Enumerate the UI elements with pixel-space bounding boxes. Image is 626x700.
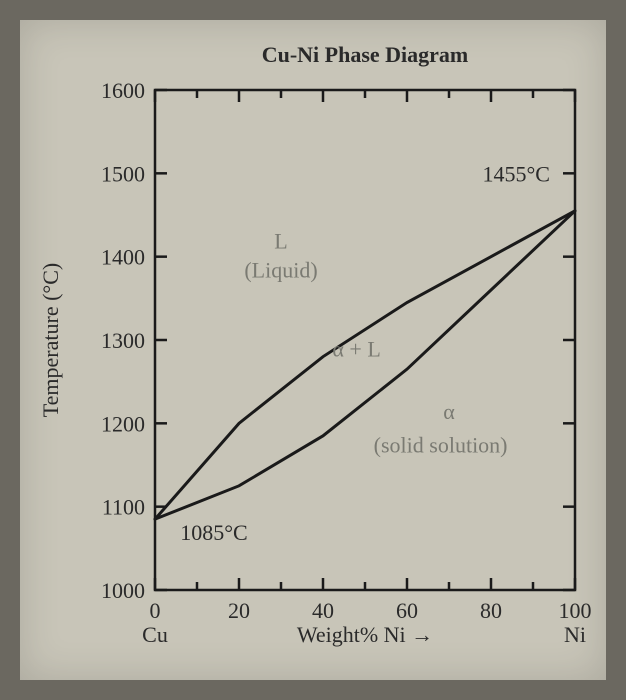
x-corner-right: Ni	[564, 622, 586, 647]
x-tick-label: 60	[396, 598, 418, 623]
chart-svg: Cu-Ni Phase Diagram100011001200130014001…	[30, 30, 596, 670]
y-tick-label: 1000	[101, 578, 145, 603]
y-tick-label: 1200	[101, 411, 145, 436]
y-axis-label: Temperature (°C)	[38, 263, 63, 417]
y-tick-label: 1500	[101, 161, 145, 186]
point-label: 1455°C	[482, 162, 549, 187]
x-tick-label: 20	[228, 598, 250, 623]
x-tick-label: 40	[312, 598, 334, 623]
liquidus-curve	[155, 211, 575, 519]
y-tick-label: 1300	[101, 328, 145, 353]
phase-label: α	[443, 399, 455, 424]
phase-label: (solid solution)	[374, 433, 508, 458]
phase-label: α + L	[332, 337, 380, 362]
chart-title: Cu-Ni Phase Diagram	[262, 42, 469, 67]
phase-label: L	[274, 228, 287, 253]
y-tick-label: 1100	[102, 495, 145, 520]
x-corner-left: Cu	[142, 622, 168, 647]
x-axis-label: Weight% Ni →	[297, 622, 433, 647]
x-tick-label: 0	[150, 598, 161, 623]
x-tick-label: 80	[480, 598, 502, 623]
y-tick-label: 1600	[101, 78, 145, 103]
solidus-curve	[155, 211, 575, 519]
x-tick-label: 100	[559, 598, 592, 623]
y-tick-label: 1400	[101, 245, 145, 270]
point-label: 1085°C	[180, 520, 247, 545]
phase-diagram: Cu-Ni Phase Diagram100011001200130014001…	[30, 30, 596, 670]
phase-label: (Liquid)	[244, 258, 317, 283]
